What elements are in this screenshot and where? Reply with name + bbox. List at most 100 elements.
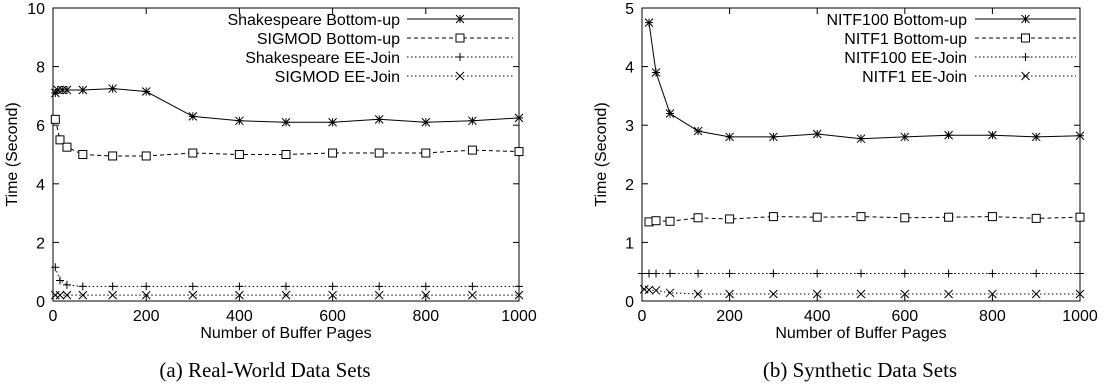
x-tick-label: 200 — [716, 308, 743, 325]
data-point — [514, 147, 524, 157]
plot-frame — [641, 7, 1081, 302]
data-point — [328, 282, 337, 291]
data-point — [108, 290, 118, 300]
data-point — [665, 109, 675, 118]
data-point — [1075, 212, 1085, 222]
data-point — [281, 150, 291, 159]
x-tick-label: 200 — [133, 308, 160, 325]
data-point — [468, 116, 477, 126]
series-sigmod-bottom-up — [50, 114, 524, 161]
data-point — [108, 84, 118, 93]
data-point — [51, 263, 60, 272]
data-point — [235, 116, 244, 126]
data-point — [769, 289, 778, 299]
chart-panel-a: 0 2 4 6 8 10 0 200 400 600 800 1000 Number of Buffer… — [4, 1, 537, 342]
legend-marker — [1021, 33, 1030, 43]
legend-marker — [1021, 14, 1030, 24]
data-point — [665, 288, 675, 298]
y-tick-label: 1 — [625, 235, 634, 252]
data-point — [421, 282, 430, 291]
data-point — [725, 269, 734, 278]
data-point — [142, 282, 151, 291]
data-point — [944, 212, 954, 222]
data-point — [1032, 269, 1041, 278]
y-tick-label: 4 — [36, 177, 45, 194]
x-tick-label: 400 — [226, 308, 253, 325]
x-axis-label: Number of Buffer Pages — [200, 325, 371, 342]
series-shakespeare-ee-join — [51, 263, 523, 291]
data-point — [235, 282, 244, 291]
data-point — [55, 276, 64, 285]
data-point — [651, 286, 661, 295]
data-point — [725, 214, 735, 224]
y-tick-label: 0 — [36, 294, 45, 311]
data-point — [944, 269, 953, 278]
data-point — [374, 290, 384, 300]
y-tick-label: 2 — [625, 177, 634, 194]
data-point — [78, 282, 87, 291]
data-point — [812, 129, 822, 139]
data-point — [468, 290, 477, 300]
y-axis-label: Time (Second) — [593, 102, 610, 206]
data-point — [108, 282, 117, 291]
legend-marker — [455, 33, 465, 43]
y-tick-label: 0 — [625, 294, 634, 311]
data-point — [281, 117, 291, 127]
x-axis-label: Number of Buffer Pages — [775, 325, 946, 342]
series-nitf100-ee-join — [638, 269, 1084, 278]
data-point — [944, 289, 953, 299]
series-line — [644, 288, 1080, 295]
data-point — [375, 282, 384, 291]
data-point — [988, 130, 997, 140]
data-point — [328, 290, 337, 300]
y-tick-label: 8 — [36, 60, 45, 77]
data-point — [693, 213, 703, 223]
legend-marker — [455, 71, 465, 81]
series-line — [54, 88, 520, 123]
data-point — [514, 290, 524, 300]
data-point — [282, 282, 290, 291]
data-point — [1031, 289, 1041, 299]
data-point — [856, 289, 866, 299]
data-point — [813, 269, 822, 278]
x-tick-label: 1000 — [501, 308, 537, 325]
data-point — [769, 132, 778, 142]
y-tick-label: 10 — [27, 1, 45, 18]
data-point — [651, 216, 661, 226]
data-point — [812, 212, 822, 222]
data-point — [62, 85, 72, 95]
data-point — [421, 148, 431, 158]
y-tick-label: 3 — [625, 118, 634, 135]
data-point — [645, 269, 654, 278]
y-axis-label: Time (Second) — [4, 102, 21, 206]
data-point — [856, 212, 866, 222]
x-tick-label: 800 — [412, 308, 439, 325]
data-point — [62, 280, 71, 289]
y-tick-label: 2 — [36, 235, 45, 252]
data-point — [693, 126, 703, 136]
data-point — [768, 212, 778, 222]
legend-label: SIGMOD Bottom-up — [257, 31, 400, 48]
data-point — [62, 142, 72, 152]
data-point — [665, 216, 675, 226]
data-point — [62, 290, 72, 300]
data-point — [374, 148, 384, 158]
data-point — [651, 68, 661, 77]
x-tick-label: 800 — [979, 308, 1006, 325]
data-point — [987, 212, 997, 222]
data-point — [188, 112, 198, 121]
data-point — [644, 285, 654, 295]
caption-b: (b) Synthetic Data Sets — [763, 358, 957, 382]
data-point — [944, 130, 953, 140]
data-point — [141, 87, 151, 96]
data-point — [812, 289, 822, 299]
data-point — [421, 290, 431, 300]
data-point — [188, 290, 198, 300]
series-line — [54, 119, 520, 157]
data-point — [900, 269, 909, 278]
data-point — [55, 135, 65, 145]
data-point — [988, 269, 997, 278]
data-point — [652, 269, 661, 278]
caption-a: (a) Real-World Data Sets — [159, 358, 370, 382]
data-point — [141, 290, 151, 300]
